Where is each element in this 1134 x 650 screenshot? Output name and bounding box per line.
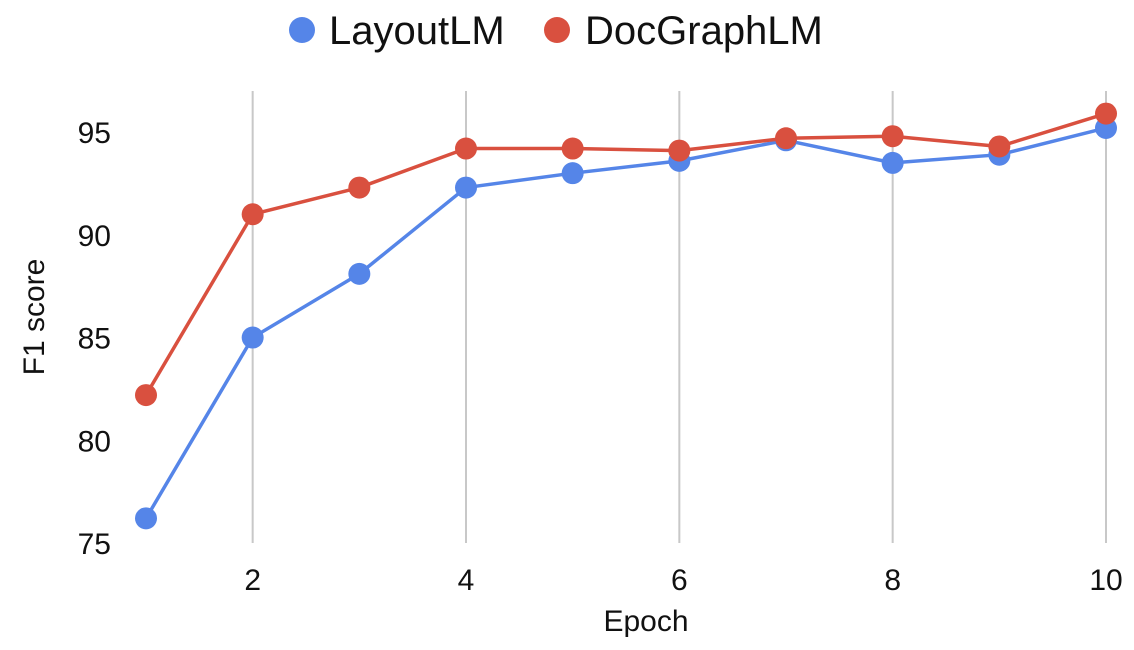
series-layoutlm (135, 116, 1117, 530)
legend-marker-docgraphlm (544, 17, 570, 43)
data-point-layoutlm (881, 151, 904, 174)
data-point-layoutlm (135, 507, 157, 530)
legend-item-layoutlm: LayoutLM (289, 9, 505, 53)
data-point-layoutlm (561, 162, 584, 185)
series-group (135, 102, 1117, 530)
x-tick-label: 4 (458, 564, 475, 597)
data-point-docgraphlm (348, 176, 371, 199)
y-tick-label: 95 (78, 117, 111, 150)
series-line-layoutlm (144, 126, 1108, 521)
y-tick-label: 75 (78, 528, 111, 561)
data-point-docgraphlm (241, 203, 264, 226)
series-line-docgraphlm (144, 111, 1108, 397)
series-docgraphlm (135, 102, 1117, 407)
data-point-layoutlm (241, 326, 264, 349)
data-point-layoutlm (455, 176, 477, 199)
data-point-docgraphlm (775, 127, 797, 150)
data-point-docgraphlm (135, 384, 157, 407)
data-point-docgraphlm (668, 139, 691, 162)
x-axis-title: Epoch (603, 605, 688, 638)
data-point-docgraphlm (455, 137, 477, 160)
x-tick-label: 6 (671, 564, 688, 597)
y-axis-ticks: 75 80 85 90 95 (78, 117, 111, 561)
x-axis-ticks: 2 4 6 8 10 (244, 564, 1122, 597)
legend-item-docgraphlm: DocGraphLM (544, 9, 823, 53)
x-tick-label: 10 (1089, 564, 1122, 597)
y-tick-label: 90 (78, 220, 111, 253)
x-tick-label: 8 (884, 564, 901, 597)
legend-label-layoutlm: LayoutLM (329, 9, 505, 53)
y-tick-label: 80 (78, 425, 111, 458)
data-point-docgraphlm (881, 125, 904, 148)
data-point-docgraphlm (561, 137, 584, 160)
y-tick-label: 85 (78, 323, 111, 356)
data-point-docgraphlm (1095, 102, 1117, 125)
legend: LayoutLM DocGraphLM (289, 9, 823, 53)
y-axis-title: F1 score (18, 259, 51, 376)
data-point-layoutlm (348, 262, 371, 285)
legend-marker-layoutlm (289, 17, 315, 43)
legend-label-docgraphlm: DocGraphLM (585, 9, 823, 53)
data-point-docgraphlm (988, 135, 1011, 158)
x-tick-label: 2 (244, 564, 261, 597)
